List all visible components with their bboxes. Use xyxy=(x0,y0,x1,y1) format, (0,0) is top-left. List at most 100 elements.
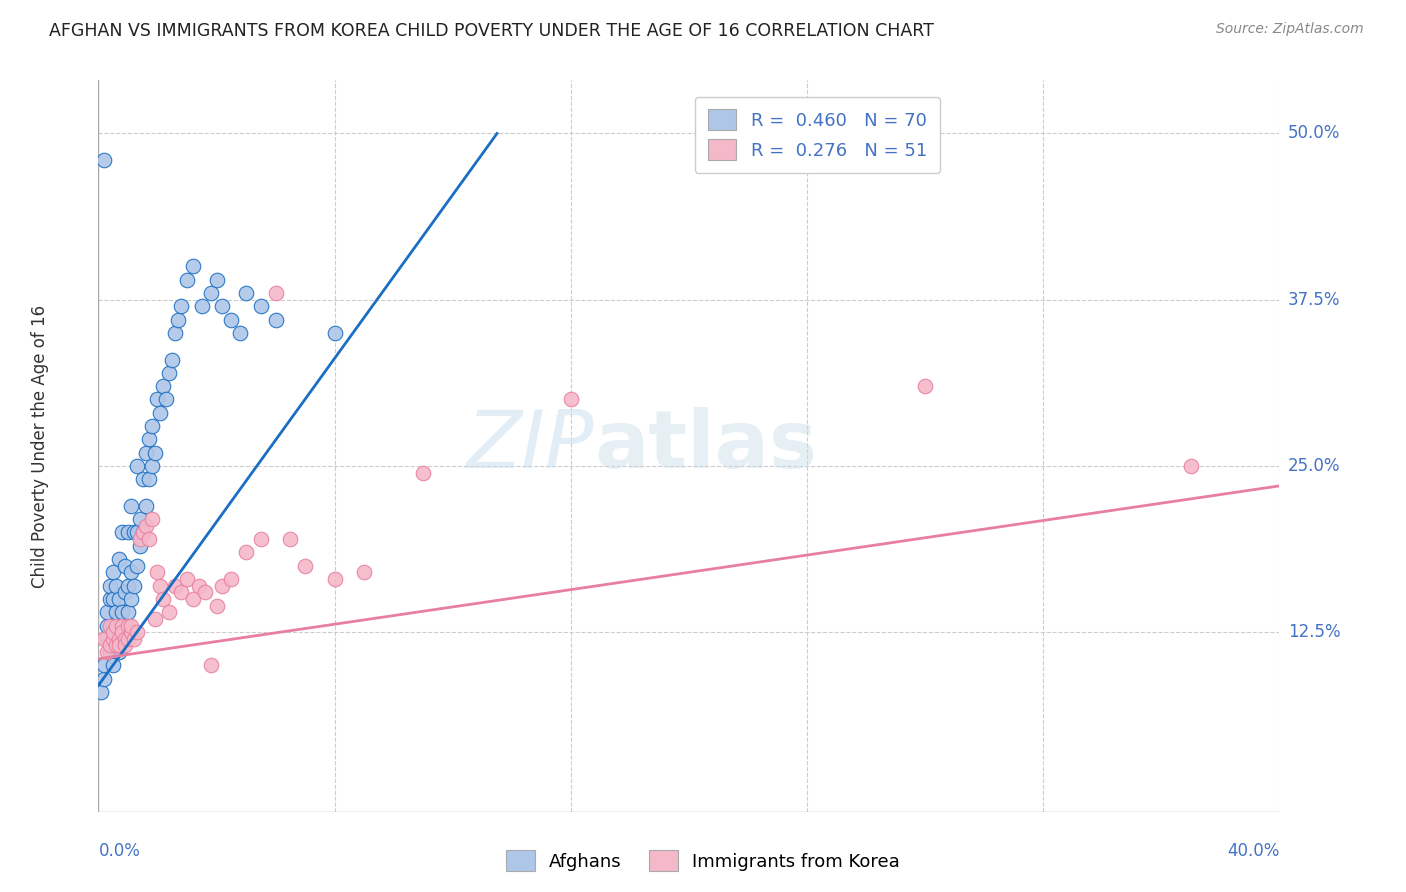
Point xyxy=(111,618,134,632)
Point xyxy=(353,566,375,580)
Point xyxy=(264,286,287,301)
Point xyxy=(149,579,172,593)
Point xyxy=(560,392,582,407)
Point xyxy=(194,585,217,599)
Point xyxy=(235,286,257,301)
Point xyxy=(229,326,252,340)
Point xyxy=(114,558,136,573)
Point xyxy=(146,392,169,407)
Point xyxy=(170,585,193,599)
Point xyxy=(98,618,121,632)
Point xyxy=(120,618,142,632)
Point xyxy=(146,566,169,580)
Point xyxy=(200,286,222,301)
Point xyxy=(170,299,193,313)
Point xyxy=(138,433,160,447)
Point xyxy=(250,532,273,546)
Point xyxy=(132,525,155,540)
Text: 40.0%: 40.0% xyxy=(1227,842,1279,860)
Point xyxy=(111,605,134,619)
Point xyxy=(103,625,125,640)
Point xyxy=(143,612,166,626)
Point xyxy=(200,658,222,673)
Point xyxy=(141,458,163,473)
Point xyxy=(187,579,209,593)
Point xyxy=(103,632,125,646)
Point xyxy=(117,618,139,632)
Point xyxy=(162,352,183,367)
Text: 37.5%: 37.5% xyxy=(1288,291,1340,309)
Point xyxy=(103,618,125,632)
Point xyxy=(176,273,198,287)
Point xyxy=(122,579,145,593)
Point xyxy=(103,566,125,580)
Point xyxy=(117,525,139,540)
Text: 25.0%: 25.0% xyxy=(1288,457,1340,475)
Point xyxy=(108,591,131,606)
Point xyxy=(96,632,118,646)
Point xyxy=(120,499,142,513)
Point xyxy=(108,632,131,646)
Point xyxy=(120,566,142,580)
Point xyxy=(98,645,121,659)
Point xyxy=(157,605,180,619)
Point xyxy=(93,153,115,167)
Point xyxy=(120,625,142,640)
Point xyxy=(122,525,145,540)
Point xyxy=(105,639,128,653)
Point xyxy=(111,632,134,646)
Legend: Afghans, Immigrants from Korea: Afghans, Immigrants from Korea xyxy=(499,843,907,879)
Point xyxy=(135,499,157,513)
Point xyxy=(105,618,128,632)
Point xyxy=(280,532,302,546)
Point xyxy=(323,572,346,586)
Point xyxy=(108,618,131,632)
Point xyxy=(211,579,233,593)
Point xyxy=(93,632,115,646)
Legend: R =  0.460   N = 70, R =  0.276   N = 51: R = 0.460 N = 70, R = 0.276 N = 51 xyxy=(695,96,939,173)
Point xyxy=(117,632,139,646)
Point xyxy=(98,639,121,653)
Point xyxy=(152,591,174,606)
Point xyxy=(114,585,136,599)
Point xyxy=(98,579,121,593)
Point xyxy=(98,591,121,606)
Point xyxy=(221,572,243,586)
Text: 50.0%: 50.0% xyxy=(1288,125,1340,143)
Point xyxy=(141,419,163,434)
Point xyxy=(250,299,273,313)
Point xyxy=(128,539,150,553)
Point xyxy=(191,299,214,313)
Point xyxy=(125,558,148,573)
Point xyxy=(117,579,139,593)
Point xyxy=(128,532,150,546)
Point xyxy=(138,532,160,546)
Point xyxy=(120,591,142,606)
Point xyxy=(181,260,204,274)
Point xyxy=(103,591,125,606)
Text: ZIP: ZIP xyxy=(467,407,595,485)
Point xyxy=(114,639,136,653)
Point xyxy=(264,312,287,326)
Point xyxy=(122,632,145,646)
Point xyxy=(167,312,190,326)
Point xyxy=(93,672,115,686)
Point xyxy=(152,379,174,393)
Point xyxy=(111,525,134,540)
Point xyxy=(93,658,115,673)
Point xyxy=(105,632,128,646)
Point xyxy=(132,472,155,486)
Point xyxy=(135,518,157,533)
Point xyxy=(294,558,316,573)
Point xyxy=(117,605,139,619)
Point xyxy=(205,273,228,287)
Point xyxy=(165,579,187,593)
Point xyxy=(205,599,228,613)
Point xyxy=(114,618,136,632)
Point xyxy=(111,625,134,640)
Point xyxy=(90,685,112,699)
Point xyxy=(914,379,936,393)
Point xyxy=(141,512,163,526)
Point xyxy=(135,445,157,459)
Point xyxy=(103,658,125,673)
